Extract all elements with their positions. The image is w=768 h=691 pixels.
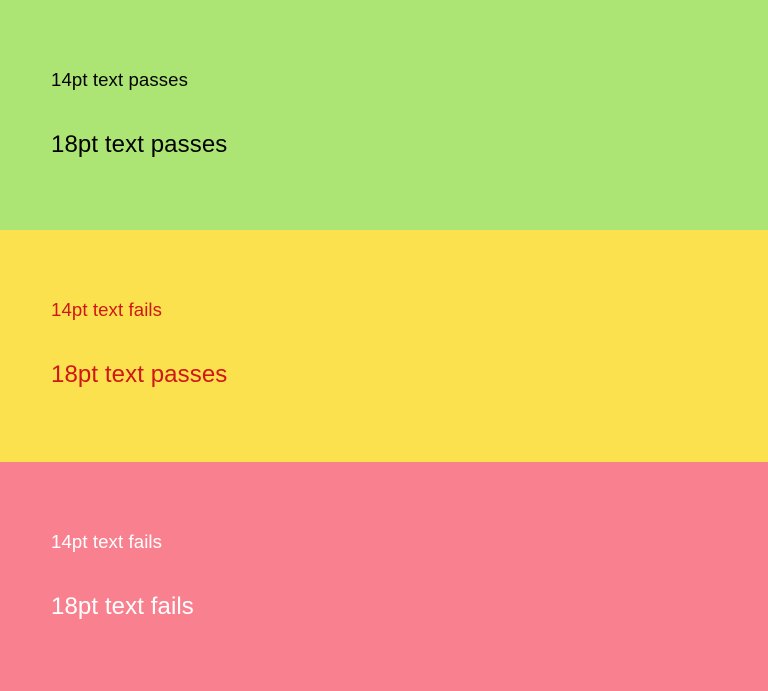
sample-18pt-label: 18pt text passes xyxy=(51,361,228,388)
pink-fail-swatch: 14pt text fails 18pt text fails xyxy=(0,462,768,691)
sample-18pt-label: 18pt text fails xyxy=(51,593,194,620)
sample-14pt-label: 14pt text fails xyxy=(51,531,163,552)
sample-14pt-label: 14pt text passes xyxy=(51,69,189,90)
yellow-partial-swatch: 14pt text fails 18pt text passes xyxy=(0,230,768,462)
sample-18pt-label: 18pt text passes xyxy=(51,131,228,158)
sample-14pt-label: 14pt text fails xyxy=(51,299,163,320)
green-pass-swatch: 14pt text passes 18pt text passes xyxy=(0,0,768,230)
